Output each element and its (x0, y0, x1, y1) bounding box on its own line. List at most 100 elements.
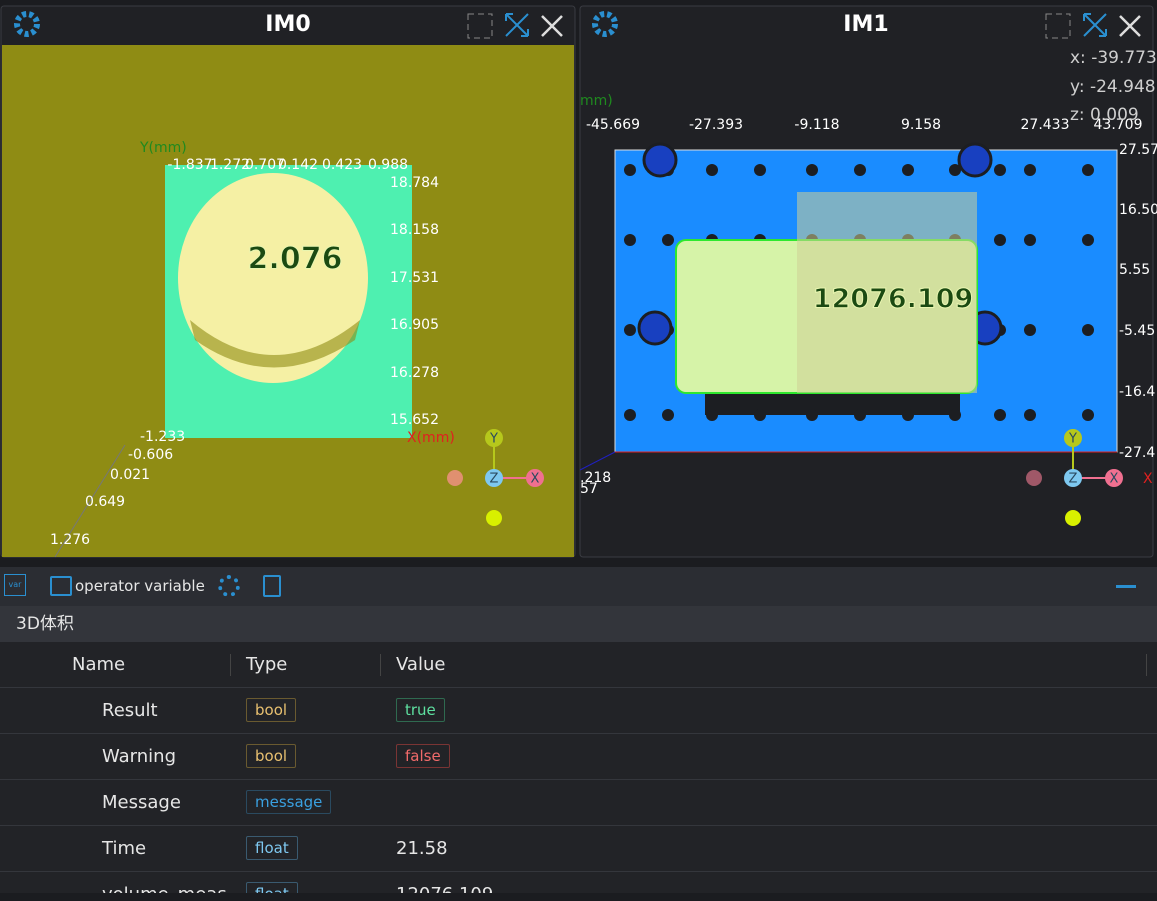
type-tag: bool (246, 744, 297, 768)
hole (662, 234, 674, 246)
hole (994, 234, 1006, 246)
gizmo-handle (1064, 429, 1082, 447)
top-tick-label: 9.158 (901, 117, 941, 133)
right-tick-label: -16.4 (1119, 384, 1155, 400)
fit-icon[interactable] (1045, 13, 1071, 39)
roi (797, 192, 977, 393)
hole (902, 164, 914, 176)
shadow (190, 320, 360, 368)
close-icon[interactable] (1119, 15, 1141, 37)
top-tick-label: 0.423 (322, 157, 362, 173)
value: 21.58 (396, 838, 448, 859)
value: 12076.109 (396, 884, 493, 893)
top-tick-label: 27.433 (1021, 117, 1070, 133)
fit-icon[interactable] (467, 13, 493, 39)
top-tick-label: -1.837 (167, 157, 212, 173)
hole (854, 164, 866, 176)
hole (624, 164, 636, 176)
minimize-button[interactable] (1116, 585, 1136, 588)
object (178, 173, 368, 383)
depth-tick-label: .218 (580, 470, 611, 486)
table-row: Result bool true (0, 688, 1157, 734)
right-tick-label: 27.57 (1119, 142, 1157, 158)
hole (754, 409, 766, 421)
table-header: Name Type Value (0, 642, 1157, 688)
top-tick-label: 43.709 (1094, 117, 1143, 133)
type-tag: bool (246, 698, 297, 722)
variable-name: Time (102, 838, 147, 859)
right-tick-label: 18.784 (390, 175, 439, 191)
y-axis-label: mm) (580, 93, 613, 109)
hole (1082, 409, 1094, 421)
top-tick-label: 0.707 (245, 157, 285, 173)
gizmo-label: Y (1068, 432, 1077, 447)
x-axis-label: X (1143, 471, 1153, 487)
column-header: Name (72, 654, 126, 675)
value: false (396, 744, 450, 768)
gizmo-label: Y (489, 432, 498, 447)
hole (662, 409, 674, 421)
viewports: IM0 2.076 Y(mm) X(mm) IM1 12076.109 mm) … (0, 5, 1157, 558)
tab-icon (50, 576, 72, 596)
right-tick-label: 15.652 (390, 412, 439, 428)
hole (994, 409, 1006, 421)
settings-icon[interactable] (14, 11, 40, 37)
settings-button[interactable] (218, 575, 240, 597)
gizmo-label: X (1110, 472, 1119, 487)
type-tag: float (246, 836, 298, 860)
gizmo-label: Z (490, 472, 499, 487)
column-divider (230, 654, 231, 676)
right-tick-label: 5.55 (1119, 262, 1150, 278)
gizmo-handle (1105, 469, 1123, 487)
gizmo-dot (486, 510, 502, 526)
top-tick-label: -45.669 (586, 117, 640, 133)
maximize-icon[interactable] (1083, 13, 1107, 37)
depth-tick-label: 0.021 (110, 467, 150, 483)
section-title: 3D体积 (0, 606, 1157, 642)
tab[interactable]: operator variable (75, 577, 205, 595)
hole (1082, 234, 1094, 246)
hole (706, 409, 718, 421)
hole (994, 164, 1006, 176)
gizmo-handle (485, 429, 503, 447)
log-button[interactable] (263, 575, 281, 597)
table-row: Time float 21.58 (0, 826, 1157, 872)
hole (1024, 164, 1036, 176)
close-icon[interactable] (541, 15, 563, 37)
type-tag: message (246, 790, 332, 814)
settings-icon[interactable] (592, 11, 618, 37)
right-tick-label: -27.4 (1119, 445, 1155, 461)
column-divider (1146, 654, 1147, 676)
measurement: 2.076 (248, 242, 343, 277)
hole (902, 409, 914, 421)
maximize-icon[interactable] (505, 13, 529, 37)
var-button[interactable]: var (4, 574, 26, 596)
gizmo-handle (1064, 469, 1082, 487)
hole (1024, 324, 1036, 336)
ring (642, 142, 678, 178)
ring (637, 310, 673, 346)
coordinate: y: -24.948 (1070, 77, 1156, 97)
hole (806, 409, 818, 421)
hole (949, 409, 961, 421)
panel-title: IM1 (843, 12, 888, 37)
hole (1082, 324, 1094, 336)
hole (1082, 164, 1094, 176)
panel-title: IM0 (265, 12, 310, 37)
gizmo-label: Z (1069, 472, 1078, 487)
depth-tick-label: 1.276 (50, 532, 90, 548)
top-tick-label: -27.393 (689, 117, 743, 133)
variable-name: volume_meas (102, 884, 227, 893)
column-divider (380, 654, 381, 676)
gizmo-dot (1065, 510, 1081, 526)
toolbar: var operator variable (0, 567, 1157, 606)
gizmo-handle (485, 469, 503, 487)
hole (806, 164, 818, 176)
variable-name: Result (102, 700, 158, 721)
depth-axis (54, 444, 126, 558)
depth-tick-label: 57 (580, 481, 598, 497)
top-tick-label: 0.988 (368, 157, 408, 173)
column-header: Value (396, 654, 446, 675)
right-tick-label: 18.158 (390, 222, 439, 238)
